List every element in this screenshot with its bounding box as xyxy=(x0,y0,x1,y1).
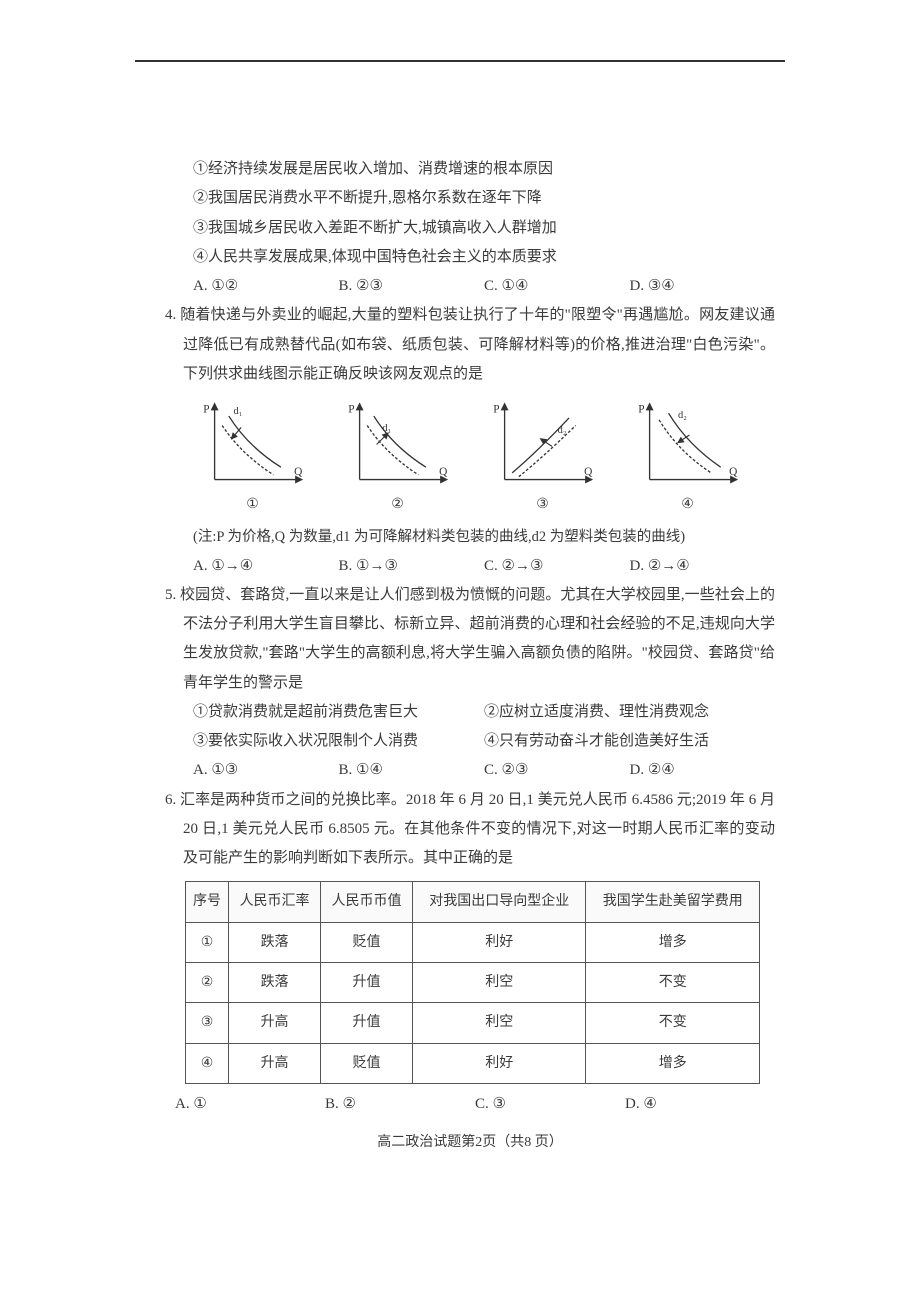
cell: 升值 xyxy=(321,962,413,1002)
q3-choice-b: B. ②③ xyxy=(339,272,485,301)
q6-choice-b: B. ② xyxy=(325,1090,475,1119)
chart-3-svg: P Q d₂ xyxy=(485,399,600,489)
q6-choices: A. ① B. ② C. ③ D. ④ xyxy=(165,1090,775,1119)
svg-text:d₂: d₂ xyxy=(558,425,567,436)
chart-2-svg: P Q d₁ xyxy=(340,399,455,489)
q3-option-4: ④人民共享发展成果,体现中国特色社会主义的本质要求 xyxy=(165,243,775,272)
cell: ① xyxy=(186,922,229,962)
q4-note: (注:P 为价格,Q 为数量,d1 为可降解材料类包装的曲线,d2 为塑料类包装… xyxy=(165,523,775,551)
q5-sub-4: ④只有劳动奋斗才能创造美好生活 xyxy=(484,727,775,756)
cell: 跌落 xyxy=(229,962,321,1002)
cell: ② xyxy=(186,962,229,1002)
cell: 升值 xyxy=(321,1003,413,1043)
q4-choices: A. ①→④ B. ①→③ C. ②→③ D. ②→④ xyxy=(165,552,775,581)
q6-stem: 6. 汇率是两种货币之间的兑换比率。2018 年 6 月 20 日,1 美元兑人… xyxy=(165,786,775,874)
th-seq: 序号 xyxy=(186,882,229,922)
cell: 利好 xyxy=(413,922,586,962)
chart-1: P Q d₁ ① xyxy=(195,399,310,518)
cell: 贬值 xyxy=(321,1043,413,1083)
q4-choice-a: A. ①→④ xyxy=(193,552,339,581)
cell: ③ xyxy=(186,1003,229,1043)
cell: 不变 xyxy=(586,1003,760,1043)
cell: 升高 xyxy=(229,1043,321,1083)
q5-subrow-2: ③要依实际收入状况限制个人消费 ④只有劳动奋斗才能创造美好生活 xyxy=(165,727,775,756)
q6-table: 序号 人民币汇率 人民币币值 对我国出口导向型企业 我国学生赴美留学费用 ① 跌… xyxy=(185,881,760,1083)
chart-1-svg: P Q d₁ xyxy=(195,399,310,489)
q5-stem: 5. 校园贷、套路贷,一直以来是让人们感到极为愤慨的问题。尤其在大学校园里,一些… xyxy=(165,581,775,698)
cell: 跌落 xyxy=(229,922,321,962)
table-row: ④ 升高 贬值 利好 增多 xyxy=(186,1043,760,1083)
q3-option-3: ③我国城乡居民收入差距不断扩大,城镇高收入人群增加 xyxy=(165,214,775,243)
chart-1-label: ① xyxy=(246,491,259,518)
q5-choices: A. ①③ B. ①④ C. ②③ D. ②④ xyxy=(165,756,775,785)
chart-2: P Q d₁ ② xyxy=(340,399,455,518)
q4-choice-b: B. ①→③ xyxy=(339,552,485,581)
page-content: ①经济持续发展是居民收入增加、消费增速的根本原因 ②我国居民消费水平不断提升,恩… xyxy=(165,155,775,1156)
svg-text:Q: Q xyxy=(294,466,303,478)
table-row: ② 跌落 升值 利空 不变 xyxy=(186,962,760,1002)
chart-4-svg: P Q d₂ xyxy=(630,399,745,489)
svg-text:d₁: d₁ xyxy=(382,423,391,434)
chart-3-label: ③ xyxy=(536,491,549,518)
cell: 不变 xyxy=(586,962,760,1002)
table-row: ③ 升高 升值 利空 不变 xyxy=(186,1003,760,1043)
q5-choice-c: C. ②③ xyxy=(484,756,630,785)
th-export: 对我国出口导向型企业 xyxy=(413,882,586,922)
q5-choice-d: D. ②④ xyxy=(630,756,776,785)
th-study: 我国学生赴美留学费用 xyxy=(586,882,760,922)
chart-4: P Q d₂ ④ xyxy=(630,399,745,518)
q3-option-1: ①经济持续发展是居民收入增加、消费增速的根本原因 xyxy=(165,155,775,184)
svg-text:d₁: d₁ xyxy=(234,406,243,417)
header-rule xyxy=(135,60,785,62)
svg-text:P: P xyxy=(493,403,499,415)
q4-choice-c: C. ②→③ xyxy=(484,552,630,581)
table-row: ① 跌落 贬值 利好 增多 xyxy=(186,922,760,962)
svg-text:d₂: d₂ xyxy=(678,410,687,421)
svg-text:Q: Q xyxy=(584,466,593,478)
q3-choice-d: D. ③④ xyxy=(630,272,776,301)
q6-choice-a: A. ① xyxy=(175,1090,325,1119)
q4-charts: P Q d₁ ① P Q xyxy=(165,389,775,523)
cell: 利好 xyxy=(413,1043,586,1083)
svg-text:P: P xyxy=(203,403,209,415)
svg-text:P: P xyxy=(638,403,644,415)
q3-choice-c: C. ①④ xyxy=(484,272,630,301)
q3-option-2: ②我国居民消费水平不断提升,恩格尔系数在逐年下降 xyxy=(165,184,775,213)
q5-sub-3: ③要依实际收入状况限制个人消费 xyxy=(193,727,484,756)
q4-choice-d: D. ②→④ xyxy=(630,552,776,581)
q4-stem: 4. 随着快递与外卖业的崛起,大量的塑料包装让执行了十年的"限塑令"再遇尴尬。网… xyxy=(165,301,775,389)
cell: 贬值 xyxy=(321,922,413,962)
q6-choice-c: C. ③ xyxy=(475,1090,625,1119)
th-value: 人民币币值 xyxy=(321,882,413,922)
chart-2-label: ② xyxy=(391,491,404,518)
svg-text:Q: Q xyxy=(729,466,738,478)
q3-choices: A. ①② B. ②③ C. ①④ D. ③④ xyxy=(165,272,775,301)
q5-sub-2: ②应树立适度消费、理性消费观念 xyxy=(484,698,775,727)
cell: 增多 xyxy=(586,1043,760,1083)
cell: ④ xyxy=(186,1043,229,1083)
cell: 升高 xyxy=(229,1003,321,1043)
q6-choice-d: D. ④ xyxy=(625,1090,775,1119)
page-footer: 高二政治试题第2页（共8 页） xyxy=(165,1129,775,1156)
q5-subrow-1: ①贷款消费就是超前消费危害巨大 ②应树立适度消费、理性消费观念 xyxy=(165,698,775,727)
chart-3: P Q d₂ ③ xyxy=(485,399,600,518)
q5-choice-a: A. ①③ xyxy=(193,756,339,785)
th-rate: 人民币汇率 xyxy=(229,882,321,922)
table-header-row: 序号 人民币汇率 人民币币值 对我国出口导向型企业 我国学生赴美留学费用 xyxy=(186,882,760,922)
q5-sub-1: ①贷款消费就是超前消费危害巨大 xyxy=(193,698,484,727)
svg-text:Q: Q xyxy=(439,466,448,478)
q3-choice-a: A. ①② xyxy=(193,272,339,301)
cell: 利空 xyxy=(413,1003,586,1043)
cell: 增多 xyxy=(586,922,760,962)
chart-4-label: ④ xyxy=(681,491,694,518)
q5-choice-b: B. ①④ xyxy=(339,756,485,785)
cell: 利空 xyxy=(413,962,586,1002)
svg-text:P: P xyxy=(348,403,354,415)
